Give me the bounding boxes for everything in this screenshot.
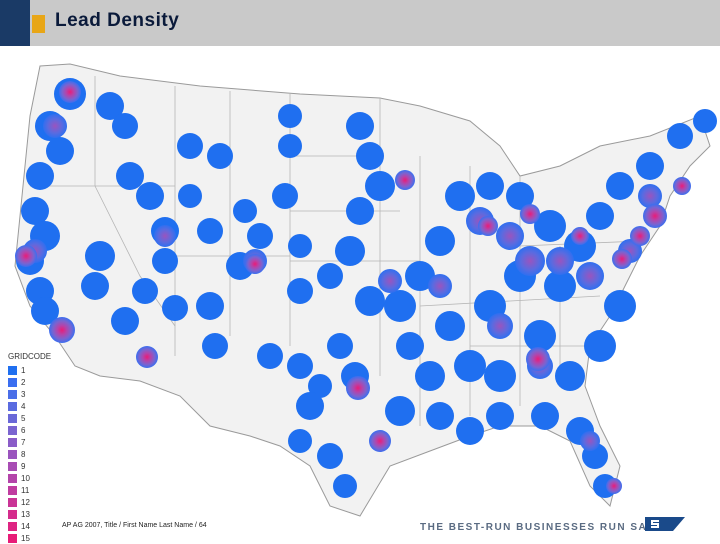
legend-swatch xyxy=(8,413,17,423)
legend-swatch xyxy=(8,449,17,459)
density-high xyxy=(15,81,691,494)
legend-swatch xyxy=(8,401,17,411)
legend-row: 5 xyxy=(8,412,68,424)
legend-label: 12 xyxy=(21,497,30,507)
hotspot-atlanta xyxy=(526,347,550,371)
legend-row: 15 xyxy=(8,532,68,544)
legend-row: 2 xyxy=(8,376,68,388)
legend-swatch xyxy=(8,521,17,531)
hotspot-ohio xyxy=(571,227,589,245)
legend-swatch xyxy=(8,365,17,375)
legend-row: 11 xyxy=(8,484,68,496)
legend-swatch xyxy=(8,473,17,483)
legend-swatch xyxy=(8,389,17,399)
legend-label: 3 xyxy=(21,389,26,399)
hotspot-denver xyxy=(245,254,265,274)
hotspot-new-york xyxy=(643,204,667,228)
legend-swatch xyxy=(8,461,17,471)
legend-swatch xyxy=(8,509,17,519)
legend-title: GRIDCODE xyxy=(8,352,52,361)
hotspot-dallas xyxy=(346,376,370,400)
legend-row: 7 xyxy=(8,436,68,448)
legend-row: 8 xyxy=(8,448,68,460)
legend-row: 4 xyxy=(8,400,68,412)
hotspot-detroit xyxy=(520,204,540,224)
hotspot-minneapolis xyxy=(395,170,415,190)
legend-swatch xyxy=(8,485,17,495)
legend-swatch xyxy=(8,533,17,543)
legend-row: 10 xyxy=(8,472,68,484)
density-low xyxy=(16,78,717,498)
legend-label: 4 xyxy=(21,401,26,411)
legend-label: 8 xyxy=(21,449,26,459)
legend-row: 3 xyxy=(8,388,68,400)
legend-swatch xyxy=(8,437,17,447)
legend-row: 6 xyxy=(8,424,68,436)
hotspot-san-francisco xyxy=(15,245,37,267)
title-accent-orange xyxy=(32,15,45,33)
legend-swatch xyxy=(8,497,17,507)
legend-items: 1 2 3 4 5 6 7 8 9 10 11 12 13 14 15 xyxy=(8,364,68,544)
legend-label: 7 xyxy=(21,437,26,447)
legend-row: 9 xyxy=(8,460,68,472)
page-title: Lead Density xyxy=(55,10,180,31)
legend-label: 14 xyxy=(21,521,30,531)
hotspot-seattle xyxy=(59,81,81,103)
legend-label: 10 xyxy=(21,473,30,483)
legend-label: 1 xyxy=(21,365,26,375)
title-bar: Lead Density xyxy=(0,0,720,46)
density-mid xyxy=(23,114,662,451)
legend-label: 9 xyxy=(21,461,26,471)
map-canvas xyxy=(14,63,717,517)
legend-row: 1 xyxy=(8,364,68,376)
hotspot-chicago xyxy=(478,216,498,236)
legend-label: 2 xyxy=(21,377,26,387)
hotspot-boston xyxy=(673,177,691,195)
sap-logo-icon xyxy=(645,517,685,531)
legend-row: 13 xyxy=(8,508,68,520)
hotspot-washington xyxy=(612,249,632,269)
legend-label: 15 xyxy=(21,533,30,543)
legend-label: 13 xyxy=(21,509,30,519)
legend-row: 14 xyxy=(8,520,68,532)
title-accent-navy xyxy=(0,0,30,46)
hotspot-los-angeles xyxy=(49,317,75,343)
us-density-map xyxy=(0,46,720,540)
footer-tagline: THE BEST-RUN BUSINESSES RUN SAP™ xyxy=(420,522,667,533)
hotspot-houston xyxy=(369,430,391,452)
legend-label: 11 xyxy=(21,485,30,495)
legend-swatch xyxy=(8,377,17,387)
legend-swatch xyxy=(8,425,17,435)
legend-label: 5 xyxy=(21,413,26,423)
hotspot-philadelphia xyxy=(630,226,650,246)
footer-copyright: AP AG 2007, Title / First Name Last Name… xyxy=(62,522,207,529)
hotspot-miami xyxy=(606,478,622,494)
map-legend: GRIDCODE 1 2 3 4 5 6 7 8 9 10 11 12 13 14 15 xyxy=(8,352,68,544)
hotspot-phoenix xyxy=(136,346,158,368)
legend-row: 12 xyxy=(8,496,68,508)
legend-label: 6 xyxy=(21,425,26,435)
